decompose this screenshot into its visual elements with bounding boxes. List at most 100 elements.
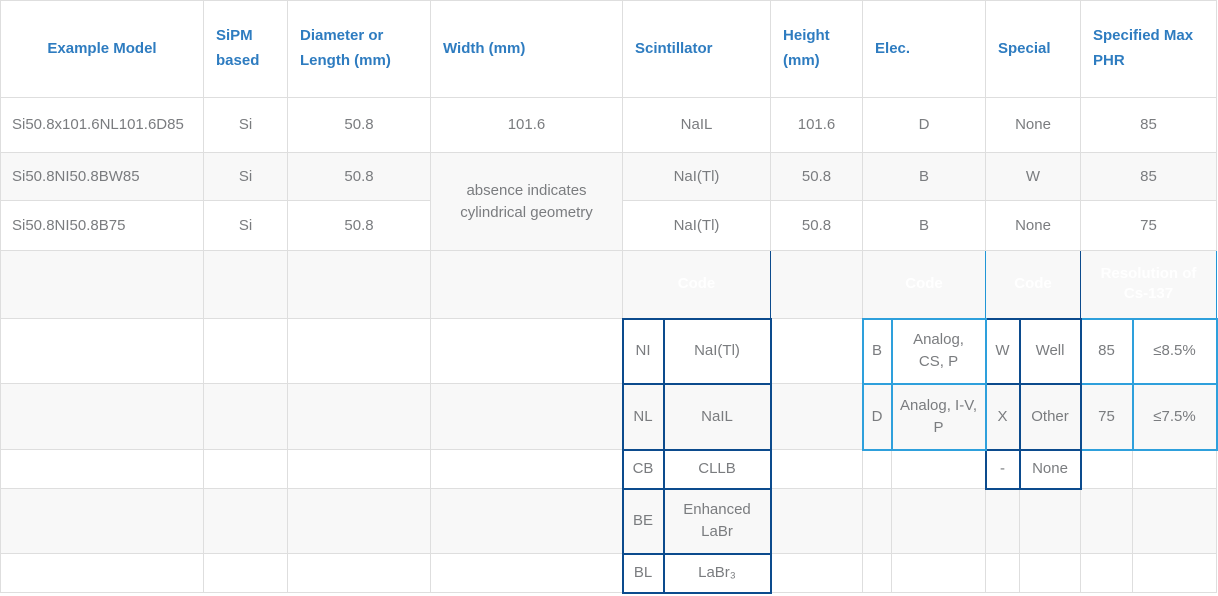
legend-scint-code: NL — [621, 382, 665, 451]
empty-cell — [985, 488, 1021, 554]
cell-diameter: 50.8 — [287, 200, 431, 251]
empty-cell — [287, 449, 431, 489]
cell-model: Si50.8NI50.8B75 — [0, 200, 204, 251]
empty-cell — [862, 553, 893, 593]
empty-cell — [770, 449, 864, 489]
legend-scint-label: LaBr₃ — [662, 552, 772, 594]
header-diameter-length: Diameter or Length (mm) — [287, 0, 431, 98]
cell-diameter: 50.8 — [287, 97, 431, 153]
elec-code-header: Code — [862, 250, 987, 319]
header-scintillator: Scintillator — [621, 0, 772, 98]
table-row: Si50.8NI50.8BW85 Si 50.8 absence indicat… — [0, 152, 1218, 251]
legend-scint-code: CB — [621, 448, 665, 490]
legend-row: CB CLLB - None — [0, 448, 1218, 490]
empty-cell — [770, 318, 864, 384]
empty-cell — [203, 318, 288, 384]
cell-scintillator: NaI(Tl) — [621, 152, 772, 201]
empty-cell — [430, 449, 623, 489]
empty-cell — [1132, 488, 1218, 554]
cell-diameter: 50.8 — [287, 152, 431, 201]
empty-cell — [1080, 449, 1134, 489]
legend-elec-label: Analog, I-V, P — [890, 382, 987, 451]
cell-width-note: absence indicates cylindrical geometry — [430, 152, 623, 251]
legend-special-code: - — [984, 448, 1021, 490]
code-header-row: Code Code Code Resolution of Cs-137 — [0, 250, 1218, 319]
cell-model: Si50.8x101.6NL101.6D85 — [0, 97, 204, 153]
legend-phr-code: 85 — [1079, 317, 1134, 385]
cell-elec: B — [862, 200, 987, 251]
legend-phr-label: ≤7.5% — [1131, 382, 1218, 451]
header-width: Width (mm) — [430, 0, 623, 98]
empty-cell — [203, 383, 288, 450]
empty-cell — [430, 383, 623, 450]
empty-cell — [1019, 553, 1082, 593]
empty-cell — [1132, 449, 1218, 489]
empty-cell — [430, 250, 623, 319]
empty-cell — [203, 553, 288, 593]
legend-row: NI NaI(Tl) B Analog, CS, P W Well 85 ≤8.… — [0, 317, 1218, 385]
header-row: Example Model SiPM based Diameter or Len… — [0, 0, 1218, 98]
legend-row: NL NaIL D Analog, I-V, P X Other 75 ≤7.5… — [0, 382, 1218, 451]
cell-phr: 75 — [1080, 200, 1218, 251]
header-sipm-based: SiPM based — [203, 0, 288, 98]
special-code-header: Code — [985, 250, 1082, 319]
empty-cell — [430, 318, 623, 384]
empty-cell — [770, 250, 864, 319]
legend-scint-code: BE — [621, 487, 665, 555]
scintillator-code-header: Code — [621, 250, 772, 319]
phr-resolution-header: Resolution of Cs-137 — [1080, 250, 1218, 319]
cell-elec: D — [862, 97, 987, 153]
empty-cell — [0, 250, 204, 319]
empty-cell — [891, 449, 987, 489]
legend-special-label: Other — [1018, 382, 1082, 451]
cell-sipm: Si — [203, 152, 288, 201]
legend-row: BL LaBr₃ — [0, 552, 1218, 594]
cell-height: 50.8 — [770, 200, 864, 251]
legend-scint-label: Enhanced LaBr — [662, 487, 772, 555]
legend-elec-code: D — [861, 382, 893, 451]
legend-scint-code: BL — [621, 552, 665, 594]
legend-phr-label: ≤8.5% — [1131, 317, 1218, 385]
cell-scintillator: NaI(Tl) — [621, 200, 772, 251]
empty-cell — [203, 449, 288, 489]
header-height: Height (mm) — [770, 0, 864, 98]
legend-special-code: X — [984, 382, 1021, 451]
legend-scint-code: NI — [621, 317, 665, 385]
empty-cell — [0, 488, 204, 554]
header-example-model: Example Model — [0, 0, 204, 98]
legend-special-label: Well — [1018, 317, 1082, 385]
cell-model: Si50.8NI50.8BW85 — [0, 152, 204, 201]
legend-row: BE Enhanced LaBr — [0, 487, 1218, 555]
empty-cell — [1080, 553, 1134, 593]
empty-cell — [770, 488, 864, 554]
empty-cell — [770, 383, 864, 450]
empty-cell — [203, 250, 288, 319]
cell-sipm: Si — [203, 97, 288, 153]
legend-phr-code: 75 — [1079, 382, 1134, 451]
header-special: Special — [985, 0, 1082, 98]
empty-cell — [0, 449, 204, 489]
empty-cell — [0, 383, 204, 450]
header-elec: Elec. — [862, 0, 987, 98]
empty-cell — [862, 449, 893, 489]
cell-special: W — [985, 152, 1082, 201]
cell-scintillator: NaIL — [621, 97, 772, 153]
cell-sipm: Si — [203, 200, 288, 251]
empty-cell — [430, 553, 623, 593]
header-specified-max-phr: Specified Max PHR — [1080, 0, 1218, 98]
legend-elec-label: Analog, CS, P — [890, 317, 987, 385]
empty-cell — [891, 553, 987, 593]
cell-height: 101.6 — [770, 97, 864, 153]
empty-cell — [0, 553, 204, 593]
empty-cell — [287, 383, 431, 450]
cell-special: None — [985, 97, 1082, 153]
table-row: Si50.8x101.6NL101.6D85 Si 50.8 101.6 NaI… — [0, 97, 1218, 153]
legend-scint-label: NaI(Tl) — [662, 317, 772, 385]
empty-cell — [203, 488, 288, 554]
cell-phr: 85 — [1080, 97, 1218, 153]
empty-cell — [430, 488, 623, 554]
empty-cell — [985, 553, 1021, 593]
legend-scint-label: NaIL — [662, 382, 772, 451]
table-row: Si50.8NI50.8B75 Si 50.8 NaI(Tl) 50.8 B N… — [0, 200, 1218, 251]
